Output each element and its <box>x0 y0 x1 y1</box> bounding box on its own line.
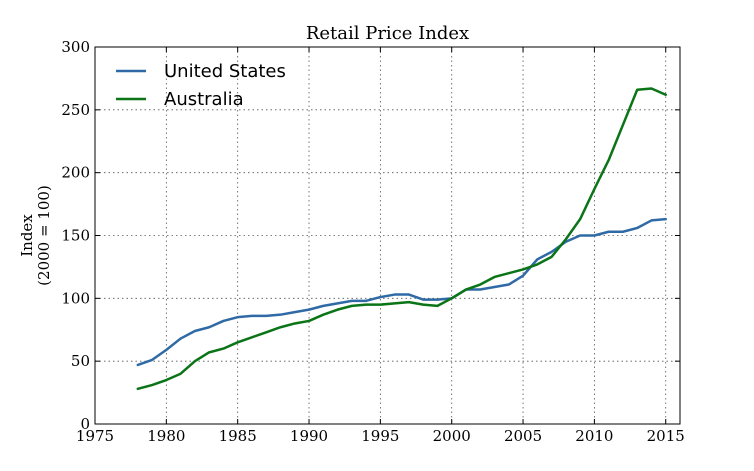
y-axis-sublabel: (2000 = 100) <box>35 185 53 286</box>
y-tick-label: 50 <box>71 352 90 370</box>
legend-label: United States <box>164 61 286 82</box>
x-tick-label: 1975 <box>76 427 114 445</box>
y-tick-label: 300 <box>61 38 90 56</box>
x-tick-label: 2015 <box>647 427 685 445</box>
y-tick-label: 150 <box>61 227 90 245</box>
x-tick-label: 1985 <box>219 427 257 445</box>
x-tick-label: 2005 <box>504 427 542 445</box>
y-tick-label: 250 <box>61 101 90 119</box>
series-lines <box>136 87 667 391</box>
axis-ticks: 1975 1980 1985 1990 1995 2000 2005 2010 2015 0 50 1… <box>61 38 684 445</box>
y-axis-label: Index <box>18 214 36 257</box>
legend-label: Australia <box>164 89 244 110</box>
y-tick-label: 200 <box>61 164 90 182</box>
legend: United States Australia <box>116 61 286 110</box>
series-line-australia <box>136 87 667 391</box>
x-tick-label: 1995 <box>361 427 399 445</box>
x-tick-label: 1980 <box>147 427 185 445</box>
x-tick-label: 2000 <box>433 427 471 445</box>
chart-title: Retail Price Index <box>306 23 469 44</box>
y-tick-label: 0 <box>80 415 90 433</box>
y-tick-label: 100 <box>61 289 90 307</box>
series-line-united-states <box>136 217 667 367</box>
x-tick-label: 1990 <box>290 427 328 445</box>
x-tick-label: 2010 <box>575 427 613 445</box>
